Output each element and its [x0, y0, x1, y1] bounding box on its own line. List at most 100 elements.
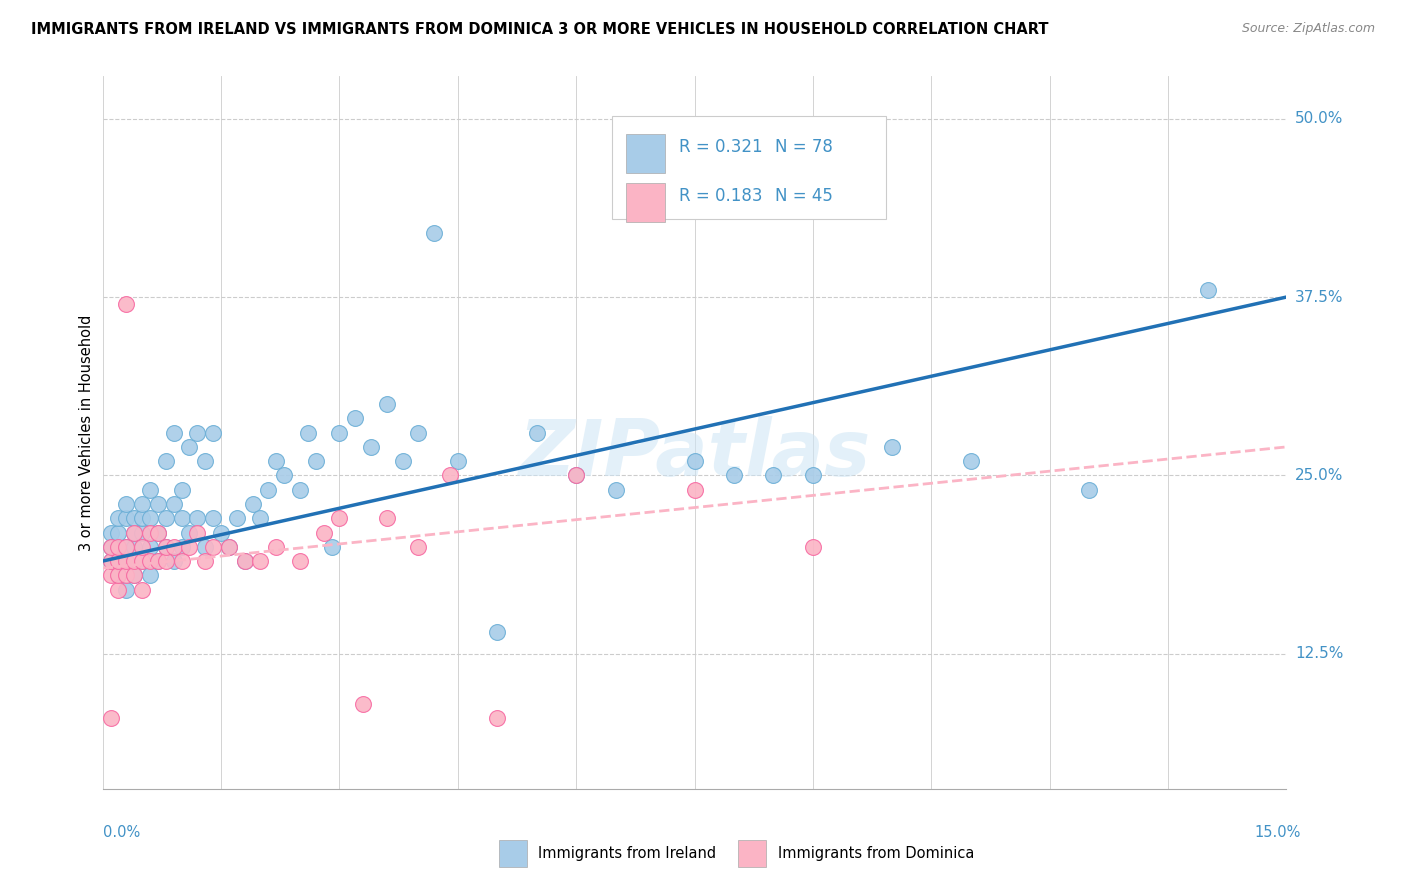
Point: [131, 525, 153, 540]
Point: [305, 454, 328, 468]
Text: R = 0.321: R = 0.321: [679, 138, 762, 156]
Point: [391, 454, 413, 468]
Point: [115, 554, 138, 568]
Point: [131, 540, 153, 554]
Point: [146, 497, 169, 511]
Point: [107, 554, 129, 568]
Point: [100, 540, 122, 554]
Point: [163, 554, 186, 568]
Point: [131, 497, 153, 511]
Point: [880, 440, 903, 454]
Point: [439, 468, 461, 483]
Point: [107, 568, 129, 582]
Point: [273, 468, 295, 483]
Point: [163, 497, 186, 511]
Point: [122, 525, 145, 540]
Point: [312, 525, 335, 540]
Point: [139, 554, 162, 568]
Point: [122, 554, 145, 568]
Point: [115, 540, 138, 554]
Point: [139, 483, 162, 497]
Point: [321, 540, 343, 554]
Point: [959, 454, 981, 468]
Point: [122, 525, 145, 540]
Point: [328, 425, 350, 440]
Point: [186, 425, 208, 440]
Point: [408, 425, 430, 440]
Point: [179, 540, 201, 554]
Point: [526, 425, 548, 440]
Point: [486, 625, 509, 640]
Point: [131, 582, 153, 597]
Point: [146, 554, 169, 568]
Text: N = 78: N = 78: [775, 138, 832, 156]
Point: [565, 468, 588, 483]
Point: [170, 540, 193, 554]
Point: [122, 568, 145, 582]
Point: [723, 468, 745, 483]
Text: 12.5%: 12.5%: [1295, 647, 1343, 661]
Point: [249, 554, 271, 568]
Point: [202, 425, 225, 440]
Point: [565, 468, 588, 483]
Point: [328, 511, 350, 525]
Point: [264, 454, 287, 468]
Point: [100, 525, 122, 540]
Point: [683, 483, 706, 497]
Point: [605, 483, 627, 497]
Text: N = 45: N = 45: [775, 187, 832, 205]
Point: [297, 425, 319, 440]
Text: IMMIGRANTS FROM IRELAND VS IMMIGRANTS FROM DOMINICA 3 OR MORE VEHICLES IN HOUSEH: IMMIGRANTS FROM IRELAND VS IMMIGRANTS FR…: [31, 22, 1049, 37]
Point: [202, 540, 225, 554]
Point: [122, 540, 145, 554]
Point: [107, 582, 129, 597]
Point: [122, 568, 145, 582]
Point: [225, 511, 247, 525]
Point: [486, 711, 509, 725]
Point: [100, 554, 122, 568]
Point: [288, 554, 311, 568]
Point: [683, 454, 706, 468]
Point: [131, 511, 153, 525]
Point: [155, 511, 177, 525]
Point: [186, 525, 208, 540]
Point: [155, 540, 177, 554]
Point: [360, 440, 382, 454]
Point: [115, 497, 138, 511]
Point: [257, 483, 280, 497]
Point: [139, 525, 162, 540]
Point: [107, 554, 129, 568]
Point: [107, 540, 129, 554]
Point: [107, 511, 129, 525]
Point: [115, 554, 138, 568]
Point: [352, 697, 374, 711]
Point: [131, 554, 153, 568]
Point: [107, 540, 129, 554]
Point: [447, 454, 470, 468]
Point: [194, 540, 217, 554]
Point: [163, 540, 186, 554]
Point: [100, 711, 122, 725]
Point: [186, 511, 208, 525]
Point: [115, 540, 138, 554]
Point: [100, 568, 122, 582]
Point: [288, 483, 311, 497]
Text: Source: ZipAtlas.com: Source: ZipAtlas.com: [1241, 22, 1375, 36]
Point: [139, 568, 162, 582]
Point: [264, 540, 287, 554]
Point: [155, 540, 177, 554]
Text: 0.0%: 0.0%: [103, 825, 139, 840]
Point: [801, 468, 824, 483]
Point: [163, 425, 186, 440]
Text: 50.0%: 50.0%: [1295, 112, 1343, 126]
Point: [139, 511, 162, 525]
Point: [146, 554, 169, 568]
Point: [194, 554, 217, 568]
Point: [344, 411, 367, 425]
Text: Immigrants from Ireland: Immigrants from Ireland: [538, 847, 717, 861]
Point: [170, 483, 193, 497]
Point: [115, 511, 138, 525]
Text: 25.0%: 25.0%: [1295, 468, 1343, 483]
Y-axis label: 3 or more Vehicles in Household: 3 or more Vehicles in Household: [79, 315, 94, 550]
Point: [233, 554, 256, 568]
